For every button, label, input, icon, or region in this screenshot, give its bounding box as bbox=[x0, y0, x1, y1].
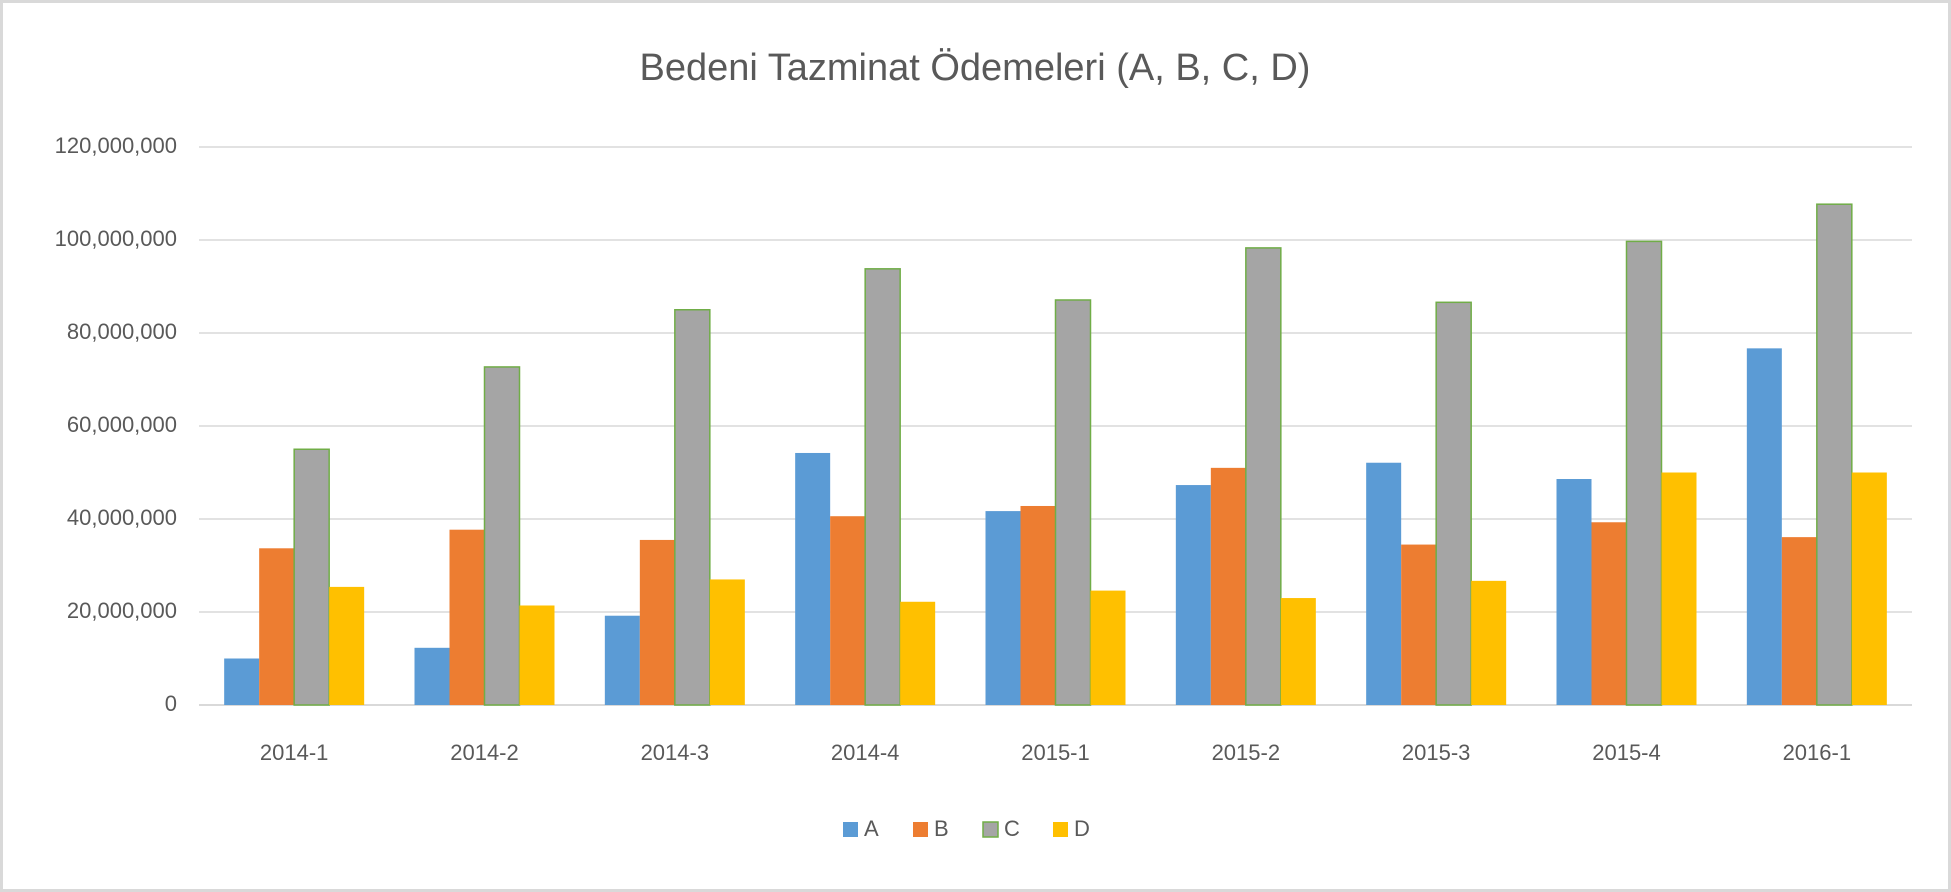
legend-label: D bbox=[1074, 816, 1090, 841]
legend-swatch bbox=[913, 822, 928, 837]
bar bbox=[519, 605, 555, 705]
y-tick-label: 20,000,000 bbox=[67, 598, 177, 623]
bar bbox=[900, 601, 936, 705]
x-tick-label: 2014-3 bbox=[641, 740, 710, 765]
bar bbox=[674, 309, 711, 706]
x-tick-label: 2014-4 bbox=[831, 740, 900, 765]
bar bbox=[293, 448, 330, 706]
bar bbox=[1175, 485, 1211, 705]
y-tick-label: 0 bbox=[165, 691, 177, 716]
bar bbox=[483, 366, 521, 706]
bar bbox=[1816, 203, 1853, 706]
legend-label: C bbox=[1004, 816, 1020, 841]
x-tick-label: 2015-1 bbox=[1021, 740, 1090, 765]
bar bbox=[1781, 537, 1817, 705]
bar bbox=[1020, 505, 1056, 705]
x-tick-label: 2015-2 bbox=[1212, 740, 1281, 765]
bar bbox=[985, 511, 1021, 705]
legend-label: A bbox=[864, 816, 879, 841]
x-tick-label: 2016-1 bbox=[1783, 740, 1852, 765]
bar bbox=[1625, 240, 1663, 706]
legend-label: B bbox=[934, 816, 949, 841]
bar bbox=[864, 268, 901, 706]
bar bbox=[1746, 348, 1782, 705]
bar bbox=[414, 647, 450, 705]
bar bbox=[1556, 479, 1592, 705]
y-tick-label: 100,000,000 bbox=[55, 226, 177, 251]
bar bbox=[1471, 580, 1507, 705]
bar bbox=[449, 529, 485, 705]
bar bbox=[639, 539, 675, 705]
y-tick-label: 80,000,000 bbox=[67, 319, 177, 344]
x-tick-label: 2015-4 bbox=[1592, 740, 1661, 765]
bar bbox=[1210, 467, 1246, 705]
bar bbox=[604, 615, 640, 705]
y-tick-label: 120,000,000 bbox=[55, 133, 177, 158]
bar bbox=[1435, 301, 1472, 706]
bar bbox=[709, 579, 745, 705]
bar bbox=[1090, 590, 1126, 705]
y-tick-label: 60,000,000 bbox=[67, 412, 177, 437]
bar bbox=[329, 586, 365, 705]
bar bbox=[224, 658, 260, 705]
legend-swatch bbox=[982, 821, 999, 838]
bar bbox=[1280, 598, 1316, 705]
legend-swatch bbox=[843, 822, 858, 837]
bar bbox=[795, 452, 831, 705]
bar bbox=[1851, 472, 1887, 705]
x-tick-label: 2014-2 bbox=[450, 740, 519, 765]
legend-swatch bbox=[1053, 822, 1068, 837]
bar bbox=[1591, 522, 1627, 705]
bar bbox=[259, 548, 295, 705]
bar bbox=[1366, 462, 1402, 705]
chart-title: Bedeni Tazminat Ödemeleri (A, B, C, D) bbox=[640, 47, 1311, 89]
bar bbox=[1661, 472, 1697, 705]
bar bbox=[1054, 299, 1092, 706]
bar bbox=[830, 516, 866, 705]
bar bbox=[1401, 544, 1437, 705]
y-tick-label: 40,000,000 bbox=[67, 505, 177, 530]
bar bbox=[1245, 247, 1282, 706]
x-tick-label: 2014-1 bbox=[260, 740, 329, 765]
x-tick-label: 2015-3 bbox=[1402, 740, 1471, 765]
